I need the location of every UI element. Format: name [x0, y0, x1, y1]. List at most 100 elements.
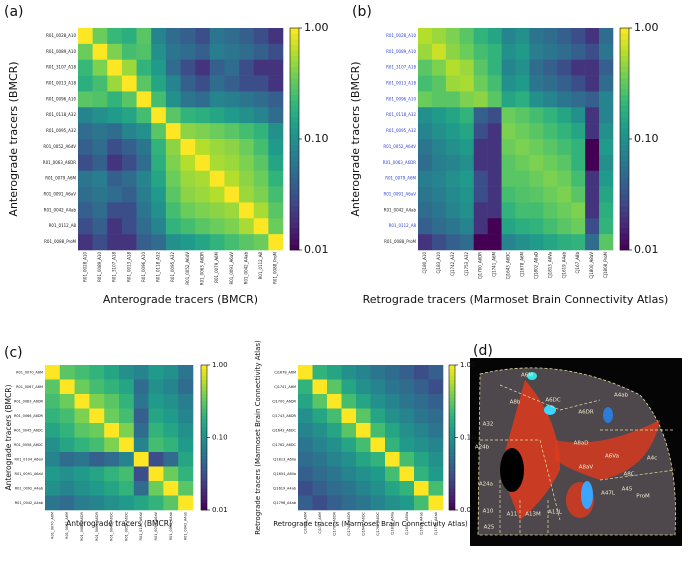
heatmap-cell: [529, 75, 544, 92]
column-label: R01_0066_A6DR: [95, 511, 99, 541]
heatmap-cell: [571, 59, 586, 76]
heatmap-cell: [59, 452, 75, 467]
heatmap-cell: [501, 107, 516, 124]
heatmap-cell: [133, 437, 149, 453]
heatmap-cell: [180, 107, 196, 124]
heatmap-cell: [298, 452, 313, 467]
heatmap-cell: [178, 423, 194, 438]
heatmap-cell: [327, 379, 342, 395]
colorbar-segment: [290, 161, 299, 168]
heatmap-cell: [239, 91, 255, 108]
heatmap-cell: [459, 91, 475, 108]
heatmap-cell: [487, 59, 502, 76]
heatmap-cell: [195, 75, 211, 92]
heatmap-cell: [529, 28, 544, 45]
colorbar-segment: [449, 462, 455, 467]
colorbar-segment: [620, 133, 629, 140]
row-label: R01_0042_A4ab: [384, 207, 417, 212]
heatmap-cell: [557, 234, 572, 251]
heatmap-cell: [312, 495, 328, 511]
heatmap-cell: [599, 234, 614, 251]
colorbar-segment: [449, 488, 455, 493]
colorbar-segment: [201, 401, 207, 406]
region-label: A8C: [623, 472, 634, 478]
heatmap-cell: [557, 218, 572, 235]
colorbar-segment: [201, 386, 207, 391]
column-label: R01_0088_ProM: [273, 251, 278, 283]
row-label: R01_0088_ProM: [384, 239, 416, 244]
colorbar-segment: [201, 466, 207, 471]
heatmap-cell: [178, 466, 194, 482]
heatmap-cell: [341, 379, 357, 395]
heatmap-cell: [151, 75, 167, 92]
heatmap-cell: [473, 59, 488, 76]
column-label: R01_0112_A8: [258, 252, 263, 280]
colorbar-segment: [201, 372, 207, 377]
heatmap-cell: [268, 123, 284, 140]
heatmap-cell: [370, 466, 386, 482]
heatmap-cell: [298, 394, 313, 409]
colorbar-segment: [620, 33, 629, 40]
heatmap-cell: [399, 466, 415, 482]
colorbar-tick-label: 0.10: [460, 434, 476, 442]
heatmap-cell: [418, 170, 433, 187]
heatmap-cell: [59, 379, 75, 395]
colorbar-segment: [201, 430, 207, 435]
heatmap-cell: [370, 365, 386, 380]
heatmap-cell: [431, 75, 447, 92]
heatmap-cell: [253, 139, 269, 156]
heatmap-cell: [224, 139, 240, 156]
colorbar-segment: [201, 437, 207, 442]
heatmap-cell: [151, 202, 167, 219]
colorbar-segment: [620, 55, 629, 62]
column-label: CJ1802_A8aD: [533, 252, 538, 279]
heatmap-cell: [178, 495, 194, 511]
heatmap-cell: [104, 481, 120, 496]
colorbar-segment: [201, 379, 207, 384]
heatmap-cell: [268, 218, 284, 235]
heatmap-cell: [74, 495, 90, 511]
heatmap-cell: [121, 107, 137, 124]
heatmap-cell: [418, 154, 433, 172]
heatmap-cell: [59, 466, 75, 482]
heatmap-cell: [119, 379, 135, 395]
colorbar-segment: [290, 122, 299, 129]
row-label: R01_0028_A10: [386, 33, 416, 38]
colorbar-segment: [290, 150, 299, 156]
heatmap-cell: [515, 28, 530, 45]
column-label: CJ1808_ProM: [603, 251, 608, 277]
heatmap-cell: [89, 466, 105, 482]
heatmap-cell: [224, 218, 240, 235]
heatmap-cell: [180, 154, 196, 172]
column-label: CJ1700_A6DR: [332, 511, 336, 535]
heatmap-cell: [78, 139, 93, 156]
column-label: CJ1643_A6DC: [506, 252, 511, 280]
heatmap-cell: [239, 59, 255, 76]
heatmap-cell: [385, 437, 400, 453]
colorbar-segment: [449, 383, 455, 388]
heatmap-cell: [59, 495, 75, 511]
colorbar-segment: [201, 495, 207, 500]
region-label: A8b: [510, 400, 521, 406]
colorbar-segment: [449, 365, 455, 369]
column-label: R01_0058_A6DC: [124, 511, 128, 541]
heatmap-cell: [428, 495, 444, 511]
heatmap-cell: [585, 234, 600, 251]
heatmap-cell: [414, 437, 429, 453]
heatmap-cell: [571, 186, 586, 203]
heatmap-cell: [459, 234, 475, 251]
heatmap-cell: [501, 75, 516, 92]
heatmap-cell: [543, 139, 558, 156]
heatmap-cell: [473, 202, 488, 219]
heatmap-cell: [327, 495, 342, 511]
heatmap-cell: [298, 495, 313, 511]
heatmap-cell: [370, 394, 386, 409]
region-label: A24b: [475, 445, 490, 451]
heatmap-cell: [431, 154, 447, 172]
heatmap-cell: [268, 170, 284, 187]
colorbar-segment: [201, 368, 207, 373]
colorbar-segment: [620, 39, 629, 45]
heatmap-cell: [487, 91, 502, 108]
heatmap-cell: [136, 218, 152, 235]
